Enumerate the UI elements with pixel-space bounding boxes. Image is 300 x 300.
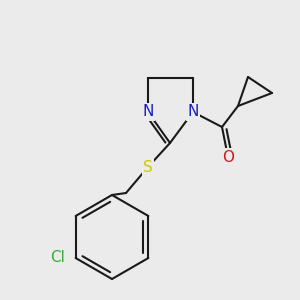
Text: N: N: [142, 104, 154, 119]
Text: O: O: [222, 149, 234, 164]
Text: Cl: Cl: [50, 250, 65, 266]
Text: N: N: [187, 104, 199, 119]
Text: S: S: [143, 160, 153, 175]
